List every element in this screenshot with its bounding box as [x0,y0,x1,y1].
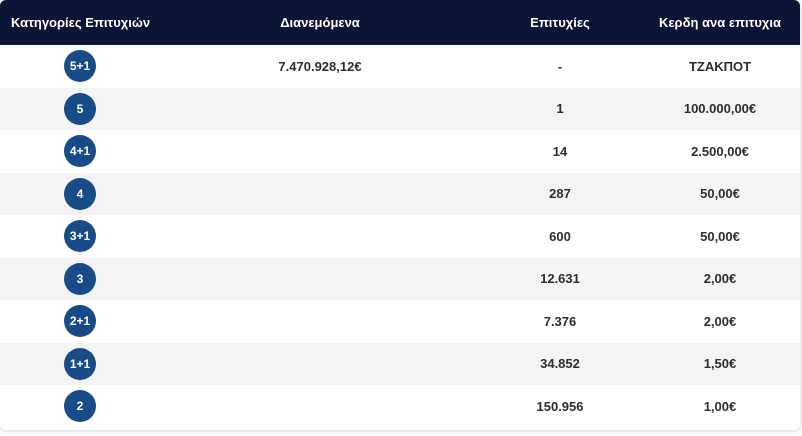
category-badge: 1+1 [64,347,96,380]
prize-cell: 1,50€ [703,356,737,372]
category-badge: 2 [64,390,96,423]
winners-cell: 14 [552,143,568,159]
header-categories: Κατηγορίες Επιτυχιών [11,15,151,30]
category-badge: 2+1 [64,305,96,338]
table-row: 2 150.956 1,00€ [0,385,800,428]
header-prize: Κερδη ανα επιτυχια [658,15,782,30]
prize-cell: 1,00€ [703,398,737,414]
table-row: 4+1 14 2.500,00€ [0,130,800,173]
winners-cell: 1 [556,101,564,117]
prize-cell: 50,00€ [700,186,740,202]
category-badge: 4 [64,177,96,210]
prize-cell: 2,00€ [703,271,737,287]
table-row: 2+1 7.376 2,00€ [0,300,800,343]
category-badge: 5 [64,92,96,125]
winners-cell: 150.956 [536,398,584,414]
winners-cell: 600 [549,228,571,244]
table-row: 1+1 34.852 1,50€ [0,342,800,385]
table-row: 4 287 50,00€ [0,172,800,215]
category-badge: 3+1 [64,220,96,253]
prize-cell: 100.000,00€ [683,101,757,117]
table-row: 5 1 100.000,00€ [0,87,800,130]
winners-cell: 287 [549,186,571,202]
winners-cell: 34.852 [540,356,580,372]
table-header: Κατηγορίες Επιτυχιών Διανεμόμενα Επιτυχί… [0,0,800,45]
winners-cell: - [557,58,563,74]
table-row: 3+1 600 50,00€ [0,215,800,258]
header-winners: Επιτυχίες [530,15,590,30]
table-row: 3 12.631 2,00€ [0,257,800,300]
distributed-cell: 7.470.928,12€ [278,58,362,74]
winners-cell: 7.376 [543,313,577,329]
winners-cell: 12.631 [540,271,580,287]
category-badge: 4+1 [64,135,96,168]
header-distributed: Διανεμόμενα [280,15,360,30]
prize-cell: 2,00€ [703,313,737,329]
prize-cell: 2.500,00€ [691,143,749,159]
prize-cell: 50,00€ [700,228,740,244]
table-row: 5+1 7.470.928,12€ - ΤΖΑΚΠΟΤ [0,45,800,88]
prize-cell: ΤΖΑΚΠΟΤ [688,58,752,74]
category-badge: 5+1 [64,50,96,83]
category-badge: 3 [64,262,96,295]
